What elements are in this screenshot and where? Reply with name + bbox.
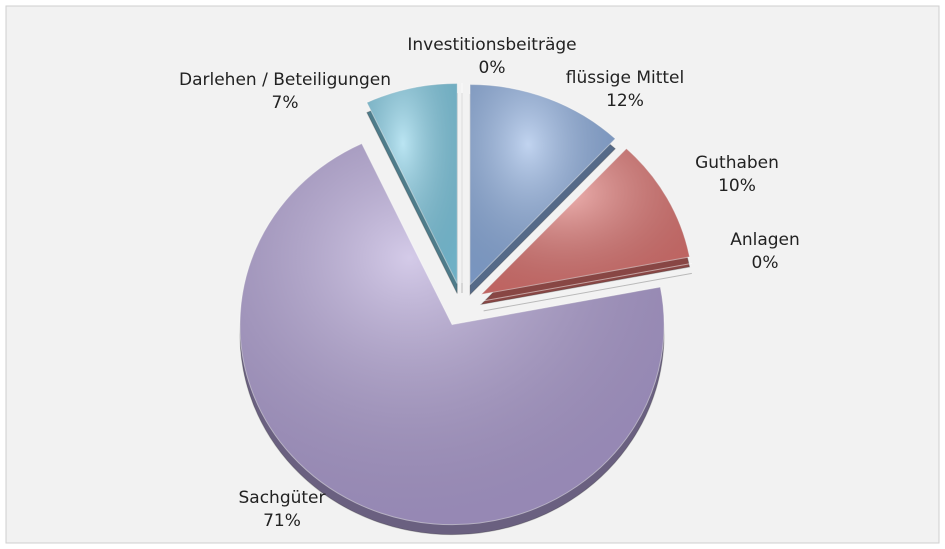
slice-label-value: 0% bbox=[479, 58, 506, 78]
slice-side bbox=[483, 272, 692, 312]
slice-label-name: Sachgüter bbox=[238, 488, 325, 508]
slice-label-name: Anlagen bbox=[730, 230, 800, 250]
slice-shine bbox=[481, 148, 690, 295]
pie bbox=[239, 83, 692, 526]
labels: flüssige Mittel 12% Guthaben 10% Anlagen 0% Sa… bbox=[179, 35, 800, 531]
slice-label-name: Darlehen / Beteiligungen bbox=[179, 70, 391, 90]
slice-label-name: flüssige Mittel bbox=[566, 68, 684, 88]
slice-label-value: 71% bbox=[263, 511, 301, 531]
slice-label-value: 10% bbox=[718, 176, 756, 196]
slice-label-name: Investitionsbeiträge bbox=[407, 35, 576, 55]
slice-shine bbox=[366, 83, 458, 284]
slice bbox=[483, 262, 692, 302]
slice-label-name: Guthaben bbox=[695, 153, 779, 173]
slice-label-value: 7% bbox=[272, 93, 299, 113]
slice-shine bbox=[470, 84, 616, 285]
slice-shine bbox=[240, 143, 665, 525]
slice-label-value: 0% bbox=[752, 253, 779, 273]
slice-label-value: 12% bbox=[606, 91, 644, 111]
